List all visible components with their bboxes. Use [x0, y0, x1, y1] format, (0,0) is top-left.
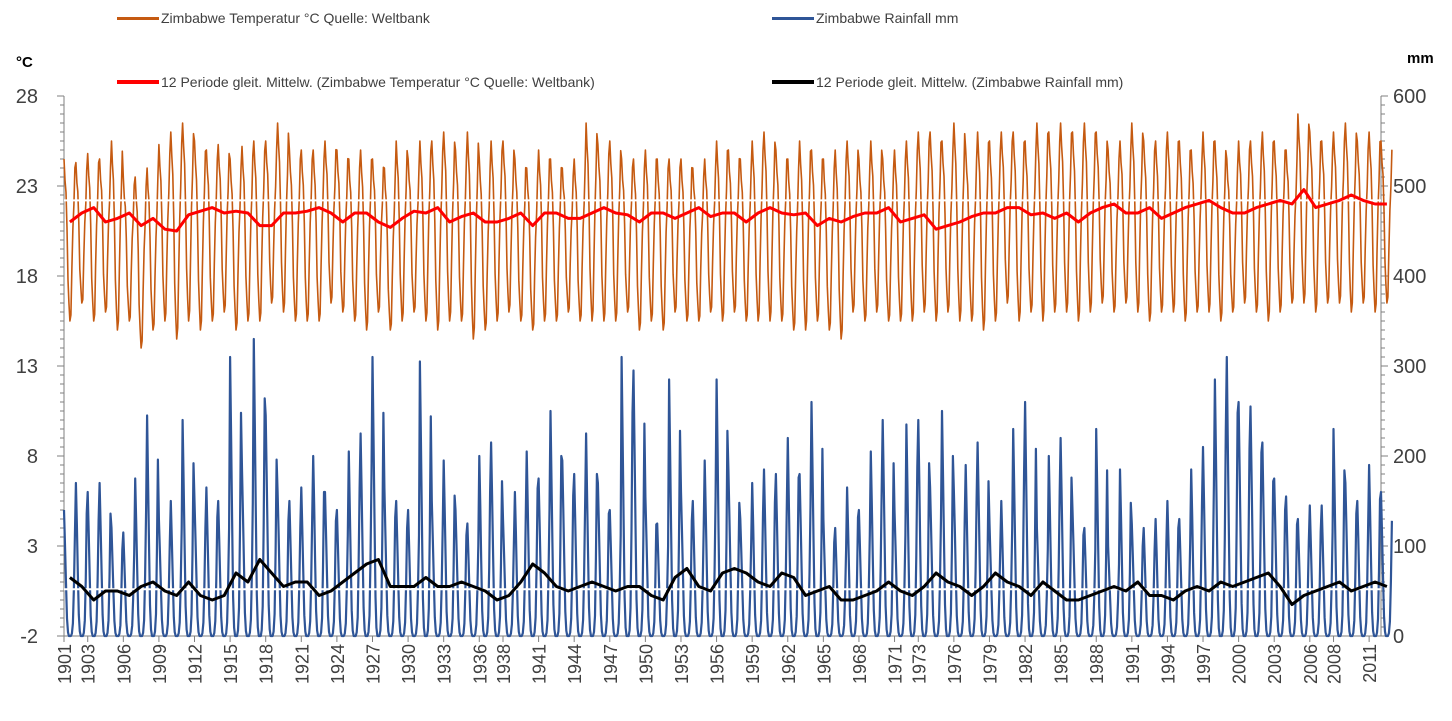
x-axis-tick-label: 1962 [779, 644, 799, 684]
x-axis-tick-label: 1941 [530, 644, 550, 684]
series-temperature [63, 113, 1393, 349]
legend-item-rainfall-avg: 12 Periode gleit. Mittelw. (Zimbabwe Rai… [772, 74, 1123, 90]
legend-label-temperature-avg: 12 Periode gleit. Mittelw. (Zimbabwe Tem… [161, 74, 595, 90]
x-axis-tick-label: 1982 [1016, 644, 1036, 684]
x-axis-tick-label: 1936 [470, 644, 490, 684]
x-axis-tick-label: 1918 [257, 644, 277, 684]
right-axis-tick-label: 600 [1393, 86, 1426, 108]
legend-item-rainfall: Zimbabwe Rainfall mm [772, 10, 958, 26]
right-axis-tick-label: 400 [1393, 266, 1426, 288]
series-temperature-moving-average [68, 188, 1387, 233]
x-axis-tick-label: 1991 [1123, 644, 1143, 684]
x-axis-tick-label: 1971 [886, 644, 906, 684]
series-rainfall [62, 337, 1393, 638]
right-axis-tick-label: 200 [1393, 446, 1426, 468]
x-axis-tick-label: 1956 [708, 644, 728, 684]
series-rainfall-moving-average [68, 558, 1388, 606]
left-axis-tick-label: 8 [27, 446, 38, 468]
x-axis-tick-label: 1968 [850, 644, 870, 684]
x-axis-tick-label: 1944 [565, 644, 585, 684]
x-axis-tick-label: 1909 [150, 644, 170, 684]
legend-label-temperature: Zimbabwe Temperatur °C Quelle: Weltbank [161, 10, 430, 26]
right-axis-tick-label: 0 [1393, 626, 1404, 648]
left-axis-tick-label: 18 [16, 266, 38, 288]
left-axis-tick-label: -2 [20, 626, 38, 648]
x-axis-tick-label: 1953 [672, 644, 692, 684]
x-axis-tick-label: 1903 [79, 644, 99, 684]
left-axis-tick-label: 28 [16, 86, 38, 108]
x-axis-tick-label: 1988 [1087, 644, 1107, 684]
x-axis-tick-label: 1997 [1194, 644, 1214, 684]
x-axis-tick-label: 1930 [399, 644, 419, 684]
right-axis-tick-label: 100 [1393, 536, 1426, 558]
x-axis-tick-label: 2000 [1230, 644, 1250, 684]
right-axis-tick-label: 500 [1393, 176, 1426, 198]
left-axis-tick-label: 3 [27, 536, 38, 558]
x-axis-tick-label: 1973 [909, 644, 929, 684]
x-axis-tick-label: 1976 [945, 644, 965, 684]
x-axis-tick-label: 1938 [494, 644, 514, 684]
x-axis-tick-label: 1959 [743, 644, 763, 684]
legend-swatch-rainfall-avg [772, 80, 814, 84]
legend-swatch-rainfall [772, 16, 814, 20]
right-axis-tick-label: 300 [1393, 356, 1426, 378]
legend-item-temperature: Zimbabwe Temperatur °C Quelle: Weltbank [117, 10, 430, 26]
x-axis-tick-label: 1901 [55, 644, 75, 684]
left-axis-unit: °C [16, 54, 33, 71]
left-axis-tick-label: 23 [16, 176, 38, 198]
x-axis-tick-label: 2006 [1301, 644, 1321, 684]
x-axis-tick-label: 1927 [363, 644, 383, 684]
left-axis-tick-label: 13 [16, 356, 38, 378]
legend-label-rainfall: Zimbabwe Rainfall mm [816, 10, 959, 26]
legend-swatch-temperature-avg [117, 80, 159, 84]
right-axis-unit: mm [1407, 50, 1434, 67]
x-axis-tick-label: 2008 [1325, 644, 1345, 684]
x-axis-tick-label: 1912 [186, 644, 206, 684]
x-axis-tick-label: 1933 [435, 644, 455, 684]
x-axis-tick-label: 1965 [814, 644, 834, 684]
x-axis-tick-label: 1915 [221, 644, 241, 684]
x-axis-tick-label: 2003 [1265, 644, 1285, 684]
x-axis-tick-label: 1924 [328, 644, 348, 684]
x-axis-tick-label: 1985 [1052, 644, 1072, 684]
x-axis-tick-label: 1994 [1158, 644, 1178, 684]
legend-label-rainfall-avg: 12 Periode gleit. Mittelw. (Zimbabwe Rai… [816, 74, 1124, 90]
x-axis-tick-label: 2011 [1360, 644, 1380, 683]
x-axis-tick-label: 1979 [980, 644, 1000, 684]
legend-item-temperature-avg: 12 Periode gleit. Mittelw. (Zimbabwe Tem… [117, 74, 595, 90]
x-axis-tick-label: 1950 [636, 644, 656, 684]
x-axis-tick-label: 1947 [601, 644, 621, 684]
legend-swatch-temperature [117, 16, 159, 20]
x-axis-tick-label: 1921 [292, 644, 312, 684]
x-axis-tick-label: 1906 [114, 644, 134, 684]
